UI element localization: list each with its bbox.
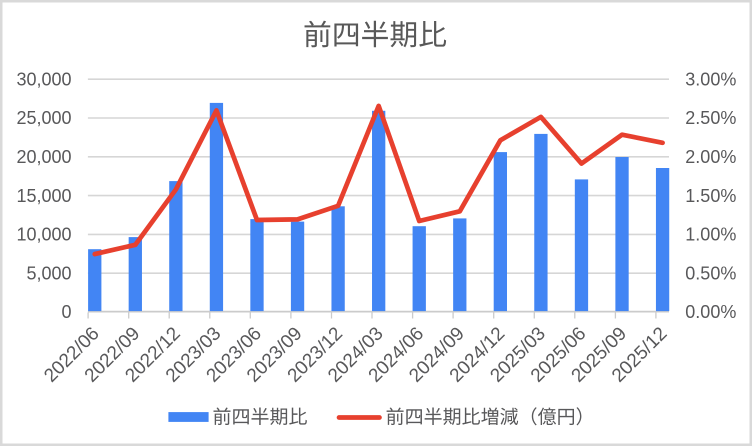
svg-text:2.50%: 2.50% [685,108,736,128]
svg-text:1.50%: 1.50% [685,186,736,206]
svg-text:30,000: 30,000 [16,69,71,89]
svg-text:0: 0 [61,302,71,322]
svg-text:2.00%: 2.00% [685,147,736,167]
svg-text:10,000: 10,000 [16,225,71,245]
svg-text:1.00%: 1.00% [685,225,736,245]
svg-text:0.50%: 0.50% [685,263,736,283]
svg-text:5,000: 5,000 [26,263,71,283]
svg-text:3.00%: 3.00% [685,69,736,89]
svg-text:20,000: 20,000 [16,147,71,167]
svg-text:0.00%: 0.00% [685,302,736,322]
svg-text:25,000: 25,000 [16,108,71,128]
svg-text:15,000: 15,000 [16,186,71,206]
